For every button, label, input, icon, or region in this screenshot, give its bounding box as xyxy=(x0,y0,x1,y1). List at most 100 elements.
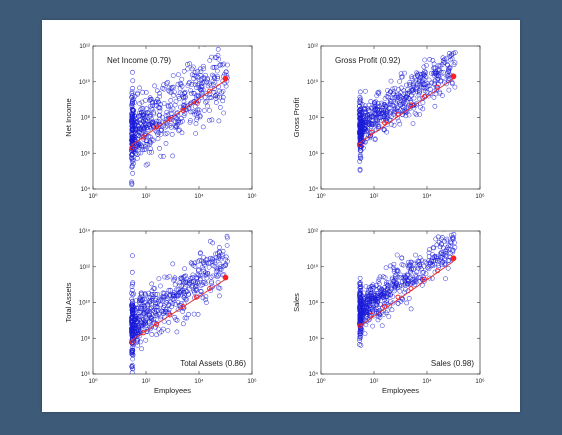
data-point xyxy=(189,72,195,78)
data-point xyxy=(155,131,161,137)
data-point xyxy=(208,95,214,101)
y-tick-label: 10⁶ xyxy=(81,371,91,378)
data-point xyxy=(162,131,168,137)
data-point xyxy=(152,313,158,318)
data-point xyxy=(130,69,135,75)
data-point xyxy=(376,91,381,97)
data-point xyxy=(195,107,200,113)
data-point xyxy=(446,87,452,93)
data-point xyxy=(360,137,366,143)
data-point xyxy=(444,247,449,253)
data-point xyxy=(129,123,135,129)
data-point xyxy=(192,263,198,269)
data-point xyxy=(390,300,396,306)
data-point xyxy=(191,311,197,317)
data-point xyxy=(363,129,369,134)
data-point xyxy=(364,136,370,141)
data-point xyxy=(220,88,226,94)
data-point xyxy=(169,304,174,310)
data-point xyxy=(386,91,391,97)
data-point xyxy=(214,33,218,37)
data-point xyxy=(376,276,382,282)
data-point xyxy=(422,88,428,94)
data-point xyxy=(139,320,145,326)
data-point xyxy=(200,280,206,285)
data-point xyxy=(413,77,419,83)
data-point xyxy=(416,77,422,83)
data-point xyxy=(416,275,421,281)
data-point xyxy=(142,147,147,152)
data-point xyxy=(421,81,427,87)
data-point xyxy=(386,285,391,290)
data-point xyxy=(158,283,163,289)
data-point xyxy=(385,286,390,291)
fit-line xyxy=(359,260,454,327)
data-point xyxy=(129,101,135,106)
data-point xyxy=(444,61,450,67)
data-point xyxy=(165,79,171,85)
data-point xyxy=(210,240,216,246)
data-point xyxy=(397,282,402,288)
data-point xyxy=(376,89,382,95)
data-point xyxy=(430,255,436,260)
data-point xyxy=(430,252,435,257)
data-point xyxy=(217,267,223,273)
data-point xyxy=(376,296,382,302)
data-point xyxy=(155,291,160,297)
data-point xyxy=(358,124,364,129)
data-point xyxy=(398,275,403,280)
data-point xyxy=(198,292,204,297)
data-point xyxy=(377,274,383,280)
data-point xyxy=(211,89,217,95)
data-point xyxy=(395,94,401,100)
data-point xyxy=(181,113,187,119)
data-point xyxy=(186,312,191,317)
data-point xyxy=(370,122,375,128)
data-point xyxy=(172,275,178,281)
data-point xyxy=(130,366,136,372)
data-point xyxy=(178,115,184,121)
data-point xyxy=(369,296,375,302)
data-point xyxy=(417,112,423,117)
data-point xyxy=(182,266,187,272)
data-point xyxy=(165,112,171,118)
data-point xyxy=(375,294,381,300)
data-point xyxy=(422,57,428,63)
data-point xyxy=(430,261,435,267)
data-point xyxy=(147,300,152,306)
data-point xyxy=(414,112,419,118)
data-point xyxy=(203,300,209,305)
data-point xyxy=(215,267,221,273)
data-point xyxy=(357,289,363,295)
data-point xyxy=(405,263,411,269)
data-point xyxy=(180,279,186,284)
data-point xyxy=(361,106,367,112)
data-point xyxy=(398,85,404,91)
data-point xyxy=(371,305,376,310)
data-point xyxy=(427,57,433,62)
data-point xyxy=(183,273,188,279)
data-point xyxy=(203,281,209,286)
data-point xyxy=(157,146,162,151)
data-point xyxy=(434,258,440,263)
data-point xyxy=(129,304,134,309)
data-point xyxy=(171,297,176,303)
data-point xyxy=(208,83,214,88)
data-point xyxy=(147,114,153,119)
data-point xyxy=(220,62,225,68)
data-point xyxy=(194,286,199,292)
data-point xyxy=(439,62,445,68)
data-point xyxy=(427,247,432,252)
data-point xyxy=(130,134,136,140)
data-point xyxy=(423,82,428,87)
data-point xyxy=(172,276,178,282)
data-point xyxy=(358,156,363,161)
data-point xyxy=(130,309,136,315)
data-point xyxy=(200,282,205,288)
data-point xyxy=(405,277,411,282)
data-point xyxy=(149,288,155,294)
data-point xyxy=(397,79,402,84)
data-point xyxy=(197,273,203,278)
data-point xyxy=(421,263,427,269)
data-point xyxy=(130,78,136,84)
